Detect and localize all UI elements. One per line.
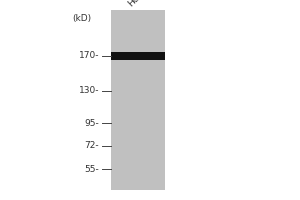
Text: 72-: 72- (84, 142, 99, 150)
Text: 55-: 55- (84, 164, 99, 173)
Bar (111, 52, 165, 60)
Text: HuvEc: HuvEc (126, 0, 153, 8)
Text: (kD): (kD) (72, 14, 91, 22)
Text: 170-: 170- (79, 51, 99, 60)
Bar (111, 10, 165, 190)
Text: 130-: 130- (79, 86, 99, 95)
Text: 95-: 95- (84, 118, 99, 128)
